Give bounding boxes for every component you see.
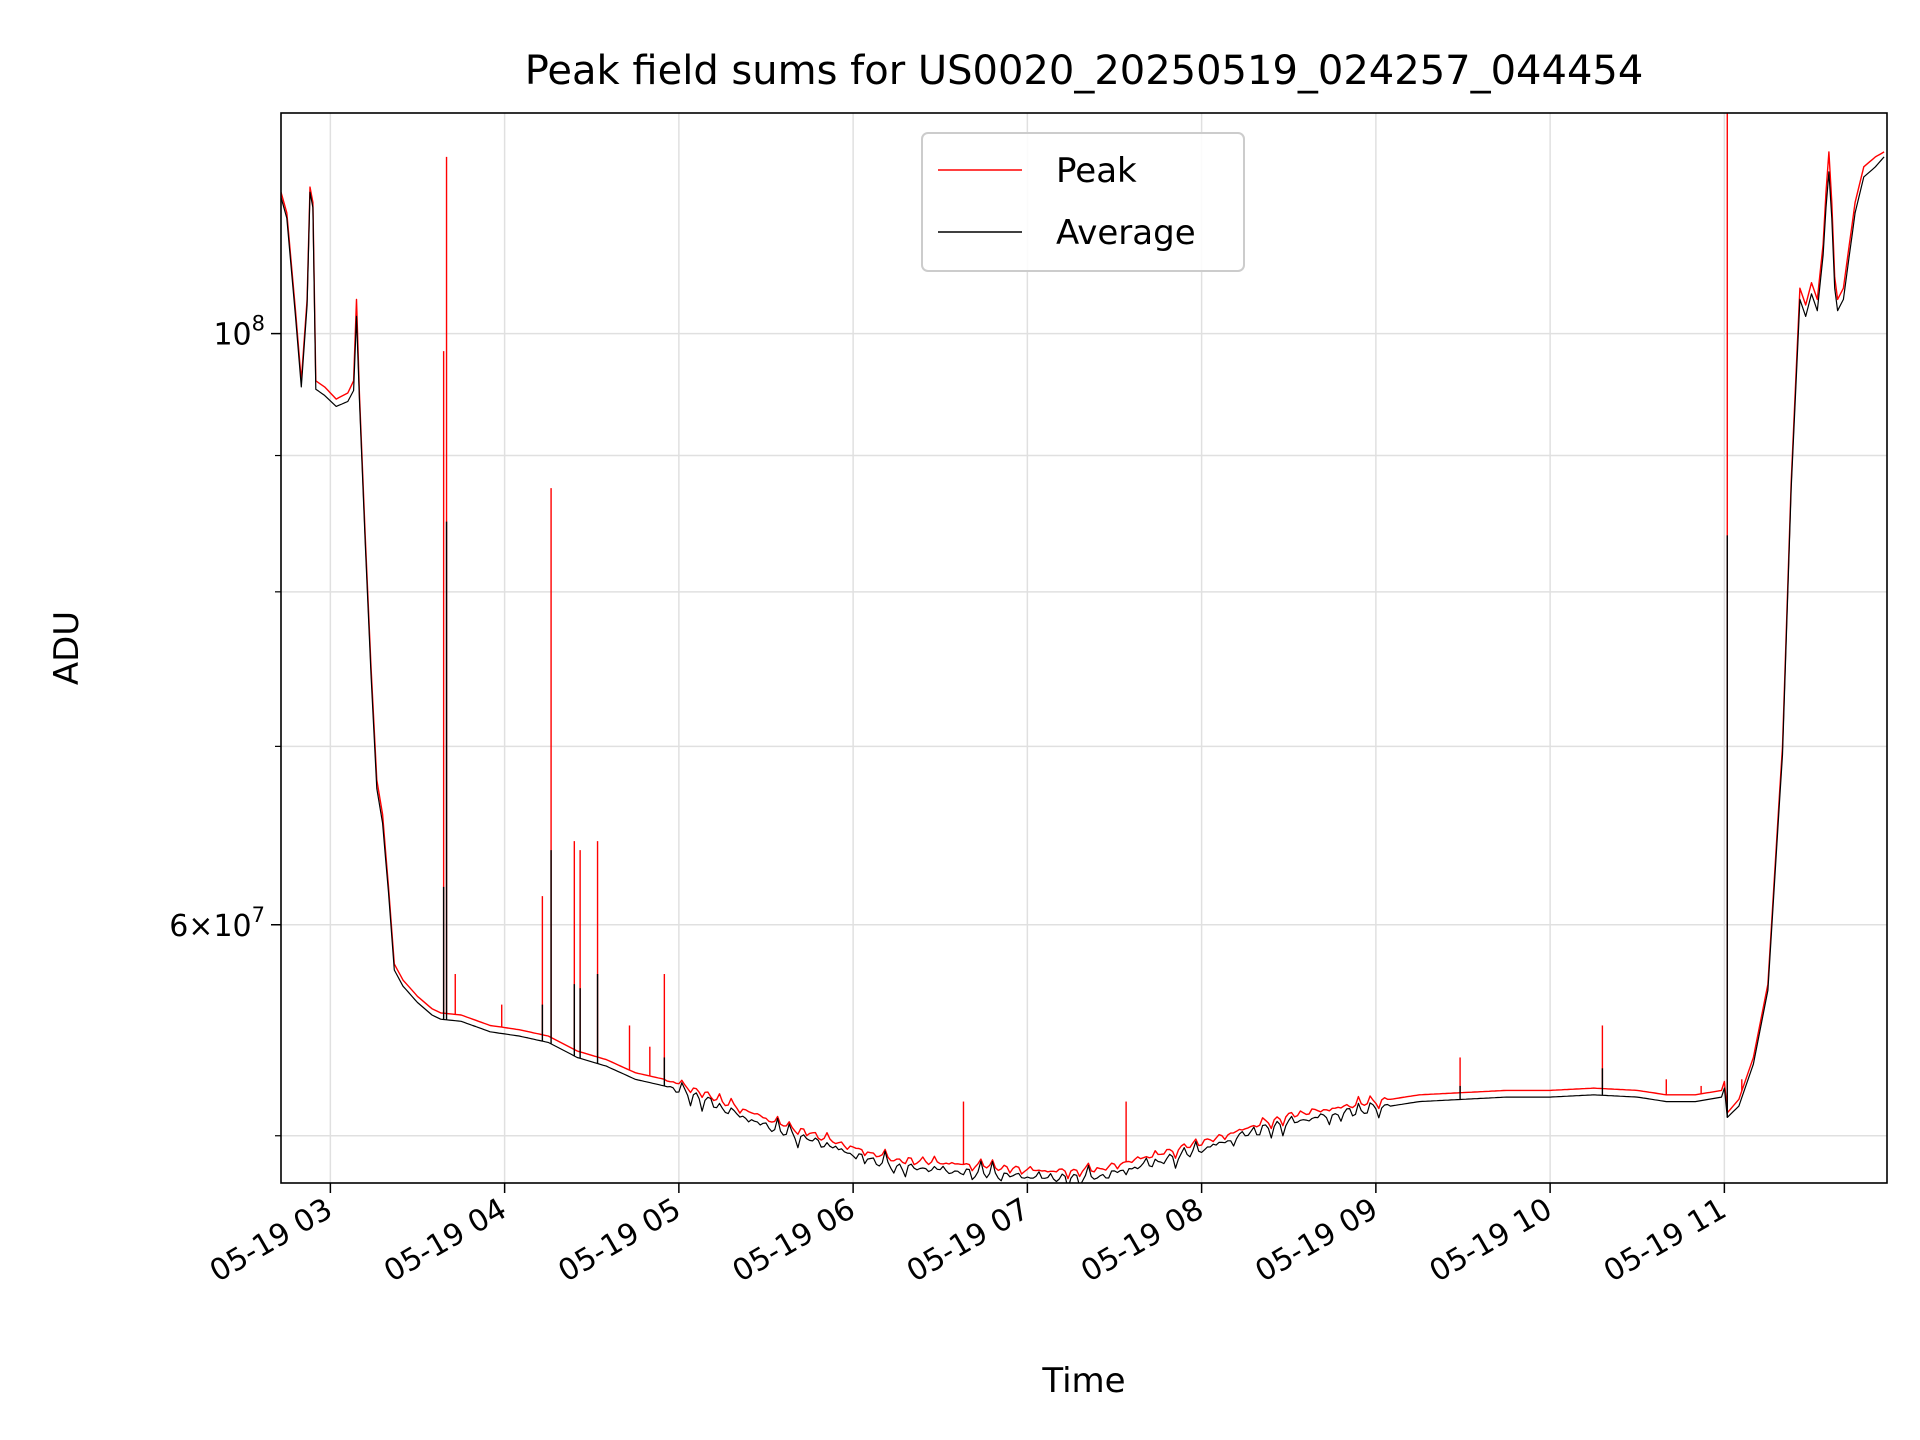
y-axis-ticks: 108 6×107 xyxy=(169,312,281,1137)
legend-label-peak: Peak xyxy=(1056,151,1137,191)
legend-box xyxy=(921,132,1245,272)
y-axis-label: ADU xyxy=(47,611,87,685)
plot-area xyxy=(281,113,1887,1183)
series-line-peak xyxy=(281,151,1885,1180)
chart-title: Peak field sums for US0020_20250519_0242… xyxy=(525,48,1644,94)
series-line-average xyxy=(281,156,1885,1183)
y-tick-label: 108 xyxy=(213,312,265,353)
legend: Peak Average xyxy=(921,132,1245,272)
plot-frame xyxy=(280,112,1888,1184)
series-lines xyxy=(281,113,1885,1183)
x-axis-label: Time xyxy=(1041,1361,1125,1401)
legend-label-average: Average xyxy=(1056,213,1196,253)
grid-lines xyxy=(281,113,1887,1183)
y-tick-label: 6×107 xyxy=(169,903,265,944)
